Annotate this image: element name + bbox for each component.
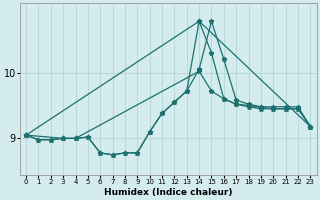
X-axis label: Humidex (Indice chaleur): Humidex (Indice chaleur) <box>104 188 232 197</box>
